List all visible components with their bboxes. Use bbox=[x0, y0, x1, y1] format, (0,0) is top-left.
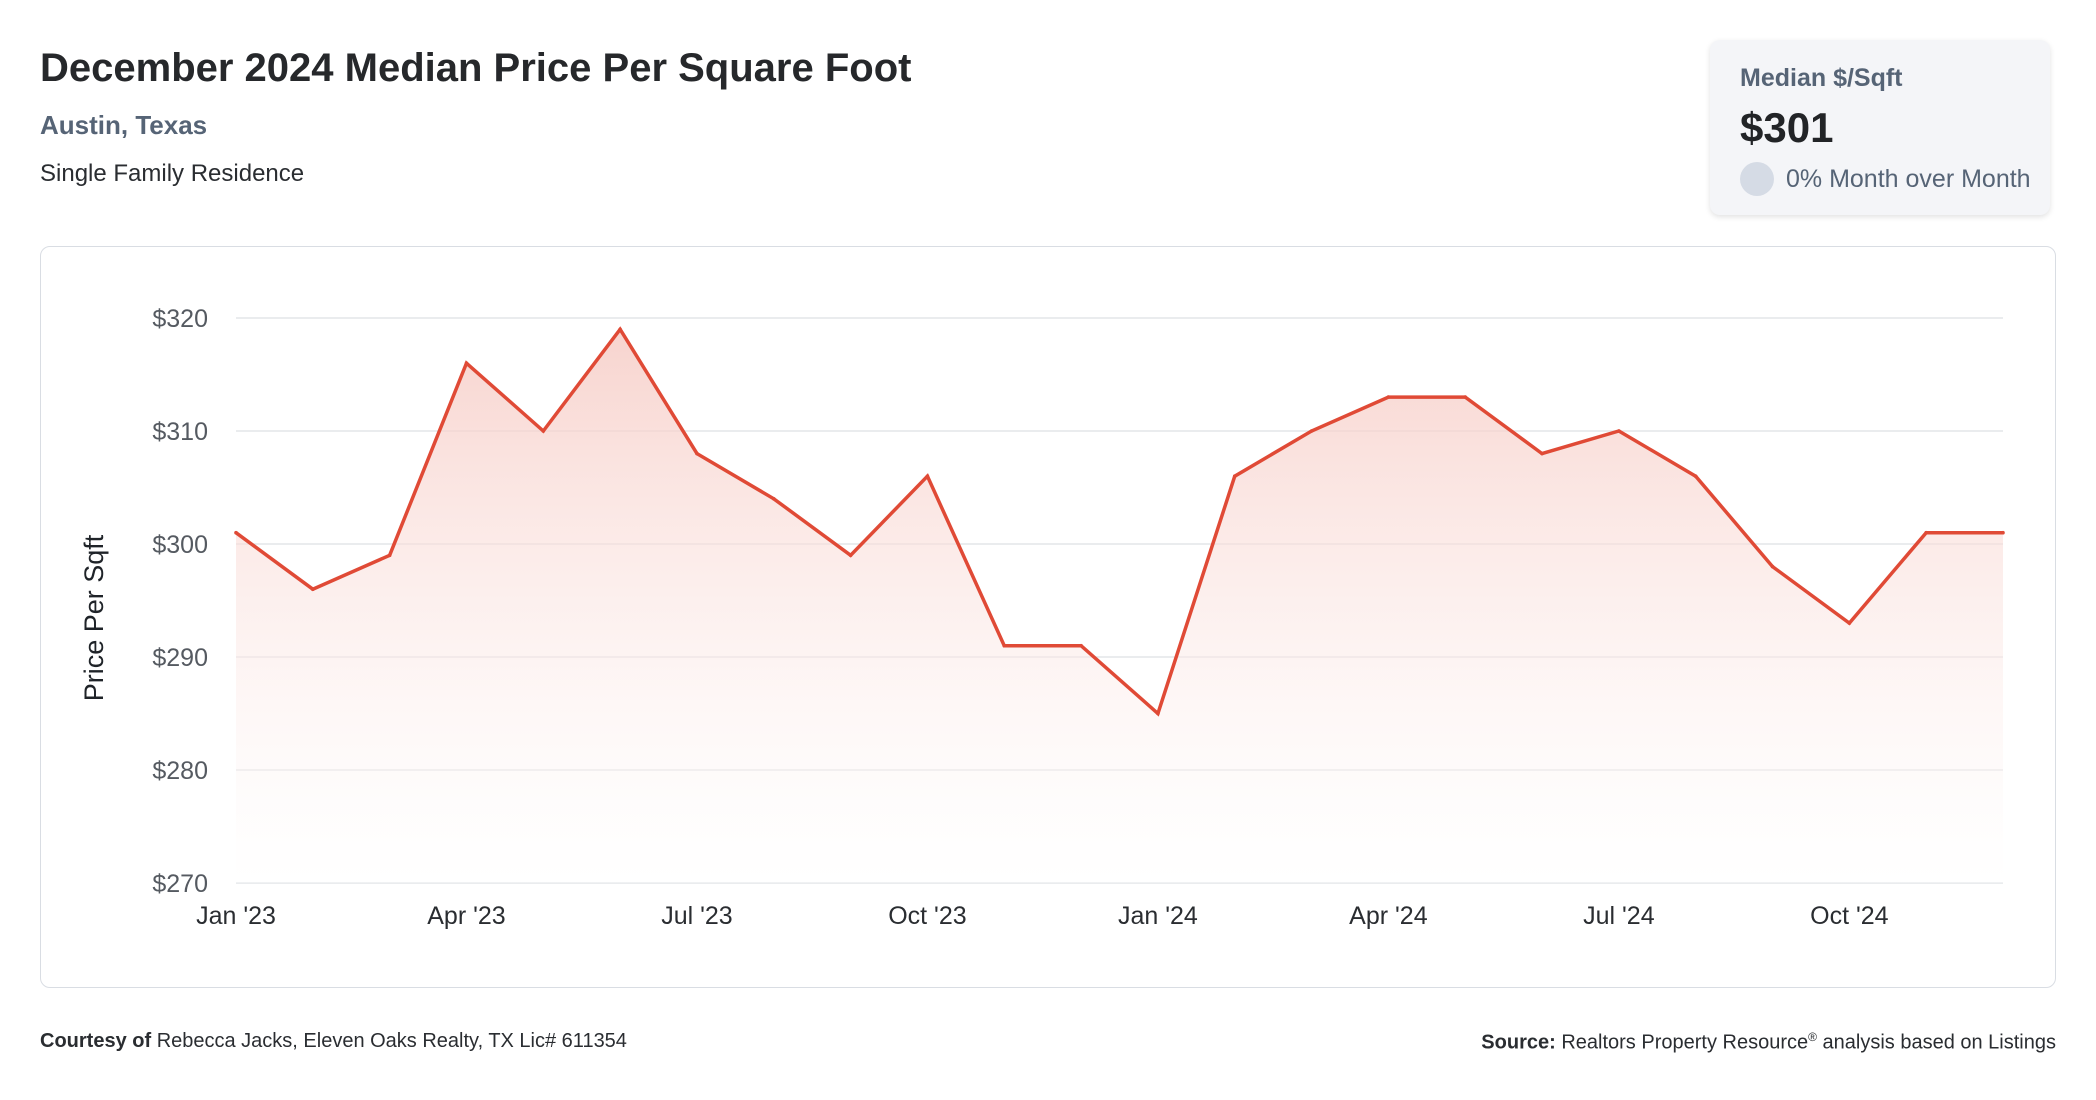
property-type-label: Single Family Residence bbox=[40, 160, 305, 187]
data-point bbox=[1309, 429, 1314, 433]
y-tick-label: $320 bbox=[152, 305, 208, 333]
data-point bbox=[387, 553, 392, 558]
y-tick-label: $300 bbox=[152, 531, 208, 559]
series-line bbox=[234, 326, 2003, 717]
data-point bbox=[2001, 530, 2005, 535]
courtesy-footer: Courtesy of Rebecca Jacks, Eleven Oaks R… bbox=[40, 1030, 627, 1053]
series-area bbox=[236, 329, 2003, 883]
y-tick-label: $270 bbox=[152, 870, 208, 898]
location-label: Austin, Texas bbox=[40, 110, 208, 140]
courtesy-text: Rebecca Jacks, Eleven Oaks Realty, TX Li… bbox=[156, 1030, 627, 1052]
price-chart: $270 $280 $290 $300 $310 $320 Jan '23 Apr '23 J… bbox=[79, 305, 2005, 930]
courtesy-label: Courtesy of bbox=[40, 1030, 152, 1052]
x-tick-label: Apr '24 bbox=[1349, 902, 1428, 930]
chart-container: $270 $280 $290 $300 $310 $320 Jan '23 Apr '23 J… bbox=[40, 246, 2056, 988]
change-indicator-icon bbox=[1740, 162, 1774, 196]
data-point bbox=[771, 497, 776, 501]
data-point bbox=[1463, 395, 1468, 399]
data-point bbox=[234, 530, 238, 535]
data-point bbox=[618, 327, 622, 332]
data-point bbox=[1770, 564, 1775, 569]
y-tick-label: $290 bbox=[152, 644, 208, 672]
x-tick-label: Jul '24 bbox=[1583, 902, 1655, 930]
source-label: Source: bbox=[1481, 1031, 1556, 1054]
page-title: December 2024 Median Price Per Square Fo… bbox=[40, 46, 912, 90]
y-tick-label: $310 bbox=[152, 418, 208, 446]
x-tick-label: Apr '23 bbox=[427, 902, 505, 930]
data-point bbox=[1386, 395, 1391, 399]
x-tick-label: Jan '24 bbox=[1118, 902, 1198, 930]
data-point bbox=[1002, 643, 1007, 648]
data-point bbox=[1156, 711, 1160, 716]
x-tick-label: Oct '23 bbox=[888, 902, 966, 930]
summary-card-value: $301 bbox=[1740, 104, 1834, 151]
summary-card-change: 0% Month over Month bbox=[1786, 165, 2031, 193]
x-tick-label: Oct '24 bbox=[1810, 902, 1889, 930]
data-point bbox=[1540, 451, 1544, 456]
data-point bbox=[695, 451, 699, 456]
data-point bbox=[1617, 429, 1621, 433]
data-point bbox=[925, 474, 930, 478]
data-point bbox=[311, 587, 315, 591]
data-point bbox=[848, 553, 853, 558]
x-tick-label: Jul '23 bbox=[661, 902, 732, 930]
source-text-suffix: analysis based on Listings bbox=[1822, 1031, 2056, 1054]
y-tick-label: $280 bbox=[152, 757, 208, 785]
data-point bbox=[1232, 474, 1237, 478]
data-point bbox=[541, 429, 546, 433]
data-point bbox=[464, 361, 469, 365]
source-footer: Source: Realtors Property Resource® anal… bbox=[1481, 1030, 2056, 1055]
x-tick-label: Jan '23 bbox=[196, 902, 276, 930]
data-point bbox=[1693, 474, 1698, 478]
data-point bbox=[1924, 530, 1928, 535]
summary-card: Median $/Sqft $301 0% Month over Month bbox=[1710, 40, 2050, 215]
registered-mark: ® bbox=[1808, 1030, 1817, 1044]
source-text: Realtors Property Resource bbox=[1561, 1031, 1809, 1054]
data-point bbox=[1847, 621, 1852, 625]
y-axis-label: Price Per Sqft bbox=[79, 534, 109, 701]
summary-card-label: Median $/Sqft bbox=[1740, 64, 1903, 92]
data-point bbox=[1079, 643, 1083, 648]
